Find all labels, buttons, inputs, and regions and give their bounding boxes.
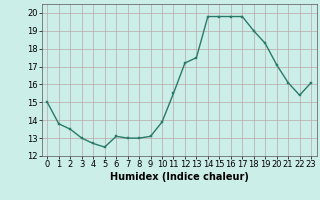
X-axis label: Humidex (Indice chaleur): Humidex (Indice chaleur) xyxy=(110,172,249,182)
